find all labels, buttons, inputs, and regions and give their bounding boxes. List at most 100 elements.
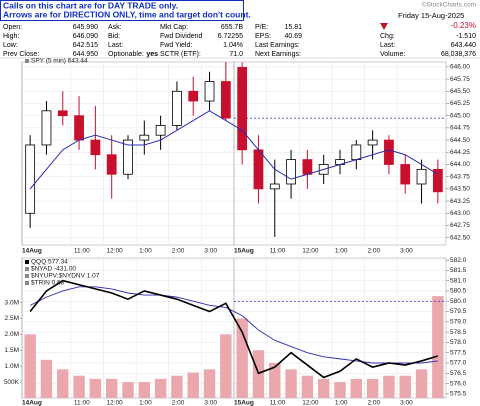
legend-swatch: [25, 281, 29, 285]
volume-bar: [432, 296, 444, 398]
x-tick-label: 14Aug: [22, 248, 42, 255]
y-tick-label: 581.0: [450, 277, 467, 284]
quote-value: 644.950: [73, 51, 98, 58]
quote-label: Optionable:: [108, 51, 144, 58]
volume-bar: [415, 369, 428, 398]
x-tick-label: 3:00: [204, 400, 217, 406]
line-series: [29, 279, 439, 379]
y-tick-label: 644.00: [450, 161, 470, 168]
candle-body: [155, 125, 166, 136]
quote-value: 6.72255: [218, 33, 243, 40]
legend: SPY (5 min) 643.44: [31, 58, 88, 65]
x-tick-label: 1:00: [335, 400, 348, 406]
volume-bar: [40, 359, 53, 398]
volume-bar: [89, 378, 102, 398]
candle-body: [367, 139, 378, 146]
y-tick-label: 578.0: [450, 339, 467, 346]
x-tick-label: 15Aug: [234, 400, 254, 406]
quote-label: Fwd Yield:: [160, 42, 192, 49]
y-tick-label: 645.25: [450, 100, 470, 107]
candle-body: [253, 149, 264, 190]
candle-body: [220, 81, 231, 119]
quote-label: P/E:: [255, 24, 268, 31]
legend: $NYAD -431.00: [31, 266, 76, 273]
candle-body: [106, 154, 117, 175]
quote-label: Chg:: [380, 33, 395, 40]
y-tick-label: 646.00: [450, 64, 470, 71]
x-tick-label: 12:00: [302, 400, 319, 406]
x-tick-label: 3:00: [400, 400, 413, 406]
volume-bar: [187, 372, 199, 398]
candle-body: [172, 90, 182, 126]
quote-label: Last:: [380, 42, 395, 49]
volume-bar: [334, 382, 346, 398]
quote-value: 15.81: [284, 24, 302, 31]
candle-body: [74, 115, 84, 141]
x-tick-label: 12:00: [107, 400, 124, 406]
y-tick-label: 643.00: [450, 210, 470, 217]
y-tick-label: 579.0: [450, 319, 467, 326]
quote-value: yes: [146, 51, 158, 58]
candle-body: [286, 159, 296, 185]
candle-body: [57, 110, 68, 117]
quote-value: 71.0: [229, 51, 243, 58]
x-tick-label: 11:00: [74, 400, 90, 406]
quote-label: Low:: [3, 42, 18, 49]
legend-swatch: [25, 274, 29, 278]
v-tick-label: 1.5M: [5, 347, 19, 354]
y-tick-label: 644.25: [450, 149, 470, 156]
quote-date: Friday 15-Aug-2025: [398, 11, 464, 20]
legend: $NYUPV:$NYDNV 1.07: [31, 273, 100, 280]
candle-body: [188, 90, 199, 102]
y-tick-label: 644.50: [450, 137, 470, 144]
quote-value: 646.090: [73, 33, 98, 40]
down-arrow: [380, 23, 388, 30]
volume-bar: [269, 363, 281, 398]
candle-body: [41, 110, 52, 146]
quote-value: 643.440: [451, 42, 476, 49]
legend-swatch: [25, 59, 29, 63]
v-tick-label: 500K: [4, 379, 20, 386]
volume-bar: [383, 375, 395, 398]
y-tick-label: 645.00: [450, 112, 470, 119]
candle-body: [139, 134, 150, 141]
candle-body: [25, 144, 36, 214]
y-tick-label: 577.0: [450, 360, 467, 367]
quote-label: Fwd Dividend: [160, 33, 203, 40]
y-tick-label: 644.75: [450, 125, 470, 132]
y-tick-label: 643.75: [450, 173, 470, 180]
x-tick-label: 2:00: [367, 248, 380, 255]
line-series: [29, 286, 438, 364]
volume-bar: [154, 378, 167, 398]
candle-body: [204, 81, 215, 102]
quote-label: Mkt Cap:: [160, 24, 188, 31]
v-tick-label: 3.0M: [5, 299, 19, 306]
y-tick-label: 642.75: [450, 222, 470, 229]
volume-bar: [399, 375, 411, 398]
x-tick-label: 14Aug: [22, 400, 42, 406]
volume-bar: [57, 369, 69, 398]
change-pct: -0.23%: [451, 21, 476, 30]
candle-body: [416, 168, 427, 185]
y-tick-label: 645.75: [450, 76, 470, 83]
notice-line: Calls on this chart are for DAY TRADE on…: [3, 0, 178, 10]
quote-label: Ask:: [108, 24, 122, 31]
quote-value: 642.515: [73, 42, 98, 49]
quote-value: 40.69: [284, 33, 302, 40]
quote-value: 68,038,376: [441, 51, 476, 58]
candle-body: [269, 183, 280, 190]
y-tick-label: 645.50: [450, 88, 470, 95]
legend-swatch: [25, 267, 29, 271]
x-tick-label: 2:00: [172, 400, 185, 406]
x-tick-label: 2:00: [172, 248, 185, 255]
volume-bar: [220, 334, 232, 398]
candle-body: [384, 139, 394, 165]
v-tick-label: 2.0M: [5, 331, 19, 338]
legend-swatch: [25, 260, 29, 264]
y-tick-label: 578.5: [450, 329, 467, 336]
quote-label: Last Earnings:: [255, 42, 300, 49]
legend: $TRIN 0.68: [31, 280, 65, 287]
volume-bar: [73, 375, 85, 398]
quote-label: Open:: [3, 24, 22, 31]
